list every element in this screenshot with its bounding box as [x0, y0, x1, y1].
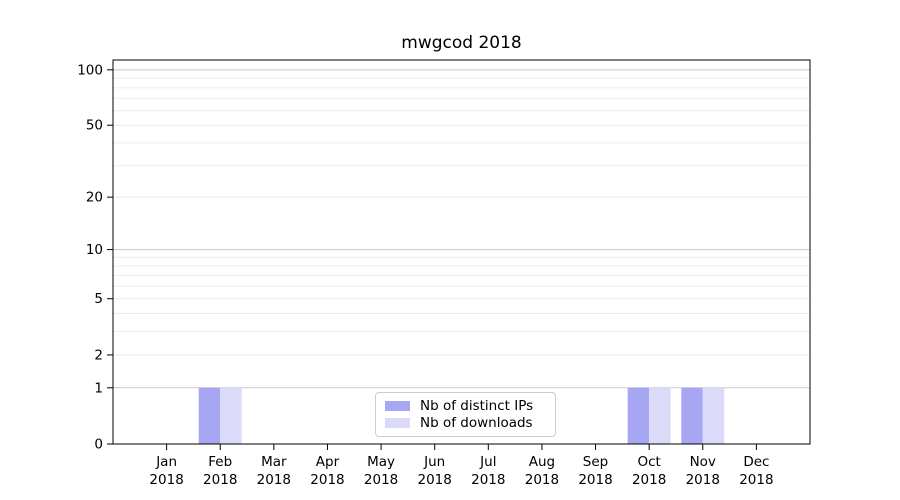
legend-item-distinct-ips: Nb of distinct IPs [385, 398, 546, 414]
bar-nb-of-downloads-oct [649, 387, 671, 444]
bar-nb-of-distinct-ips-nov [681, 387, 703, 444]
chart-title: mwgcod 2018 [401, 33, 522, 53]
y-tick-label: 20 [86, 190, 103, 206]
x-tick-label-year: 2018 [418, 472, 452, 488]
x-tick-label-month: Apr [316, 454, 340, 470]
x-tick-label-month: Oct [637, 454, 660, 470]
x-tick-label-year: 2018 [525, 472, 559, 488]
legend-label-distinct-ips: Nb of distinct IPs [420, 397, 534, 414]
x-tick-label-month: Sep [583, 454, 608, 470]
legend-swatch-downloads [385, 418, 410, 429]
y-tick-label: 100 [77, 62, 103, 78]
x-tick-label-year: 2018 [739, 472, 773, 488]
x-tick-label-year: 2018 [203, 472, 237, 488]
legend-swatch-distinct-ips [385, 400, 410, 411]
x-tick-label-month: Nov [690, 454, 716, 470]
bar-nb-of-downloads-nov [702, 387, 725, 444]
x-tick-label-year: 2018 [632, 472, 666, 488]
x-tick-label-month: May [367, 454, 395, 470]
x-tick-label-year: 2018 [364, 472, 398, 488]
x-tick-label-year: 2018 [578, 472, 612, 488]
x-tick-label-year: 2018 [310, 472, 344, 488]
x-tick-label-year: 2018 [257, 472, 291, 488]
x-tick-label-year: 2018 [149, 472, 183, 488]
y-tick-label: 2 [94, 347, 103, 363]
x-tick-label-month: Jul [479, 454, 496, 470]
x-tick-label-month: Feb [208, 454, 232, 470]
y-tick-label: 1 [94, 380, 103, 396]
x-tick-label-month: Dec [743, 454, 769, 470]
y-tick-label: 0 [94, 437, 103, 453]
bar-nb-of-distinct-ips-feb [198, 387, 221, 444]
bar-nb-of-distinct-ips-oct [627, 387, 650, 444]
x-tick-label-year: 2018 [471, 472, 505, 488]
legend: Nb of distinct IPs Nb of downloads [375, 392, 556, 437]
legend-label-downloads: Nb of downloads [420, 415, 533, 432]
bar-nb-of-downloads-feb [220, 387, 242, 444]
y-tick-label: 5 [94, 291, 103, 307]
x-tick-label-month: Aug [529, 454, 555, 470]
plot-frame [112, 59, 811, 445]
x-tick-label-month: Mar [261, 454, 287, 470]
x-tick-label-month: Jun [423, 454, 445, 470]
x-tick-label-year: 2018 [686, 472, 720, 488]
legend-item-downloads: Nb of downloads [385, 415, 546, 431]
y-tick-label: 50 [86, 118, 103, 134]
x-tick-label-month: Jan [155, 454, 177, 470]
y-tick-label: 10 [86, 242, 103, 258]
